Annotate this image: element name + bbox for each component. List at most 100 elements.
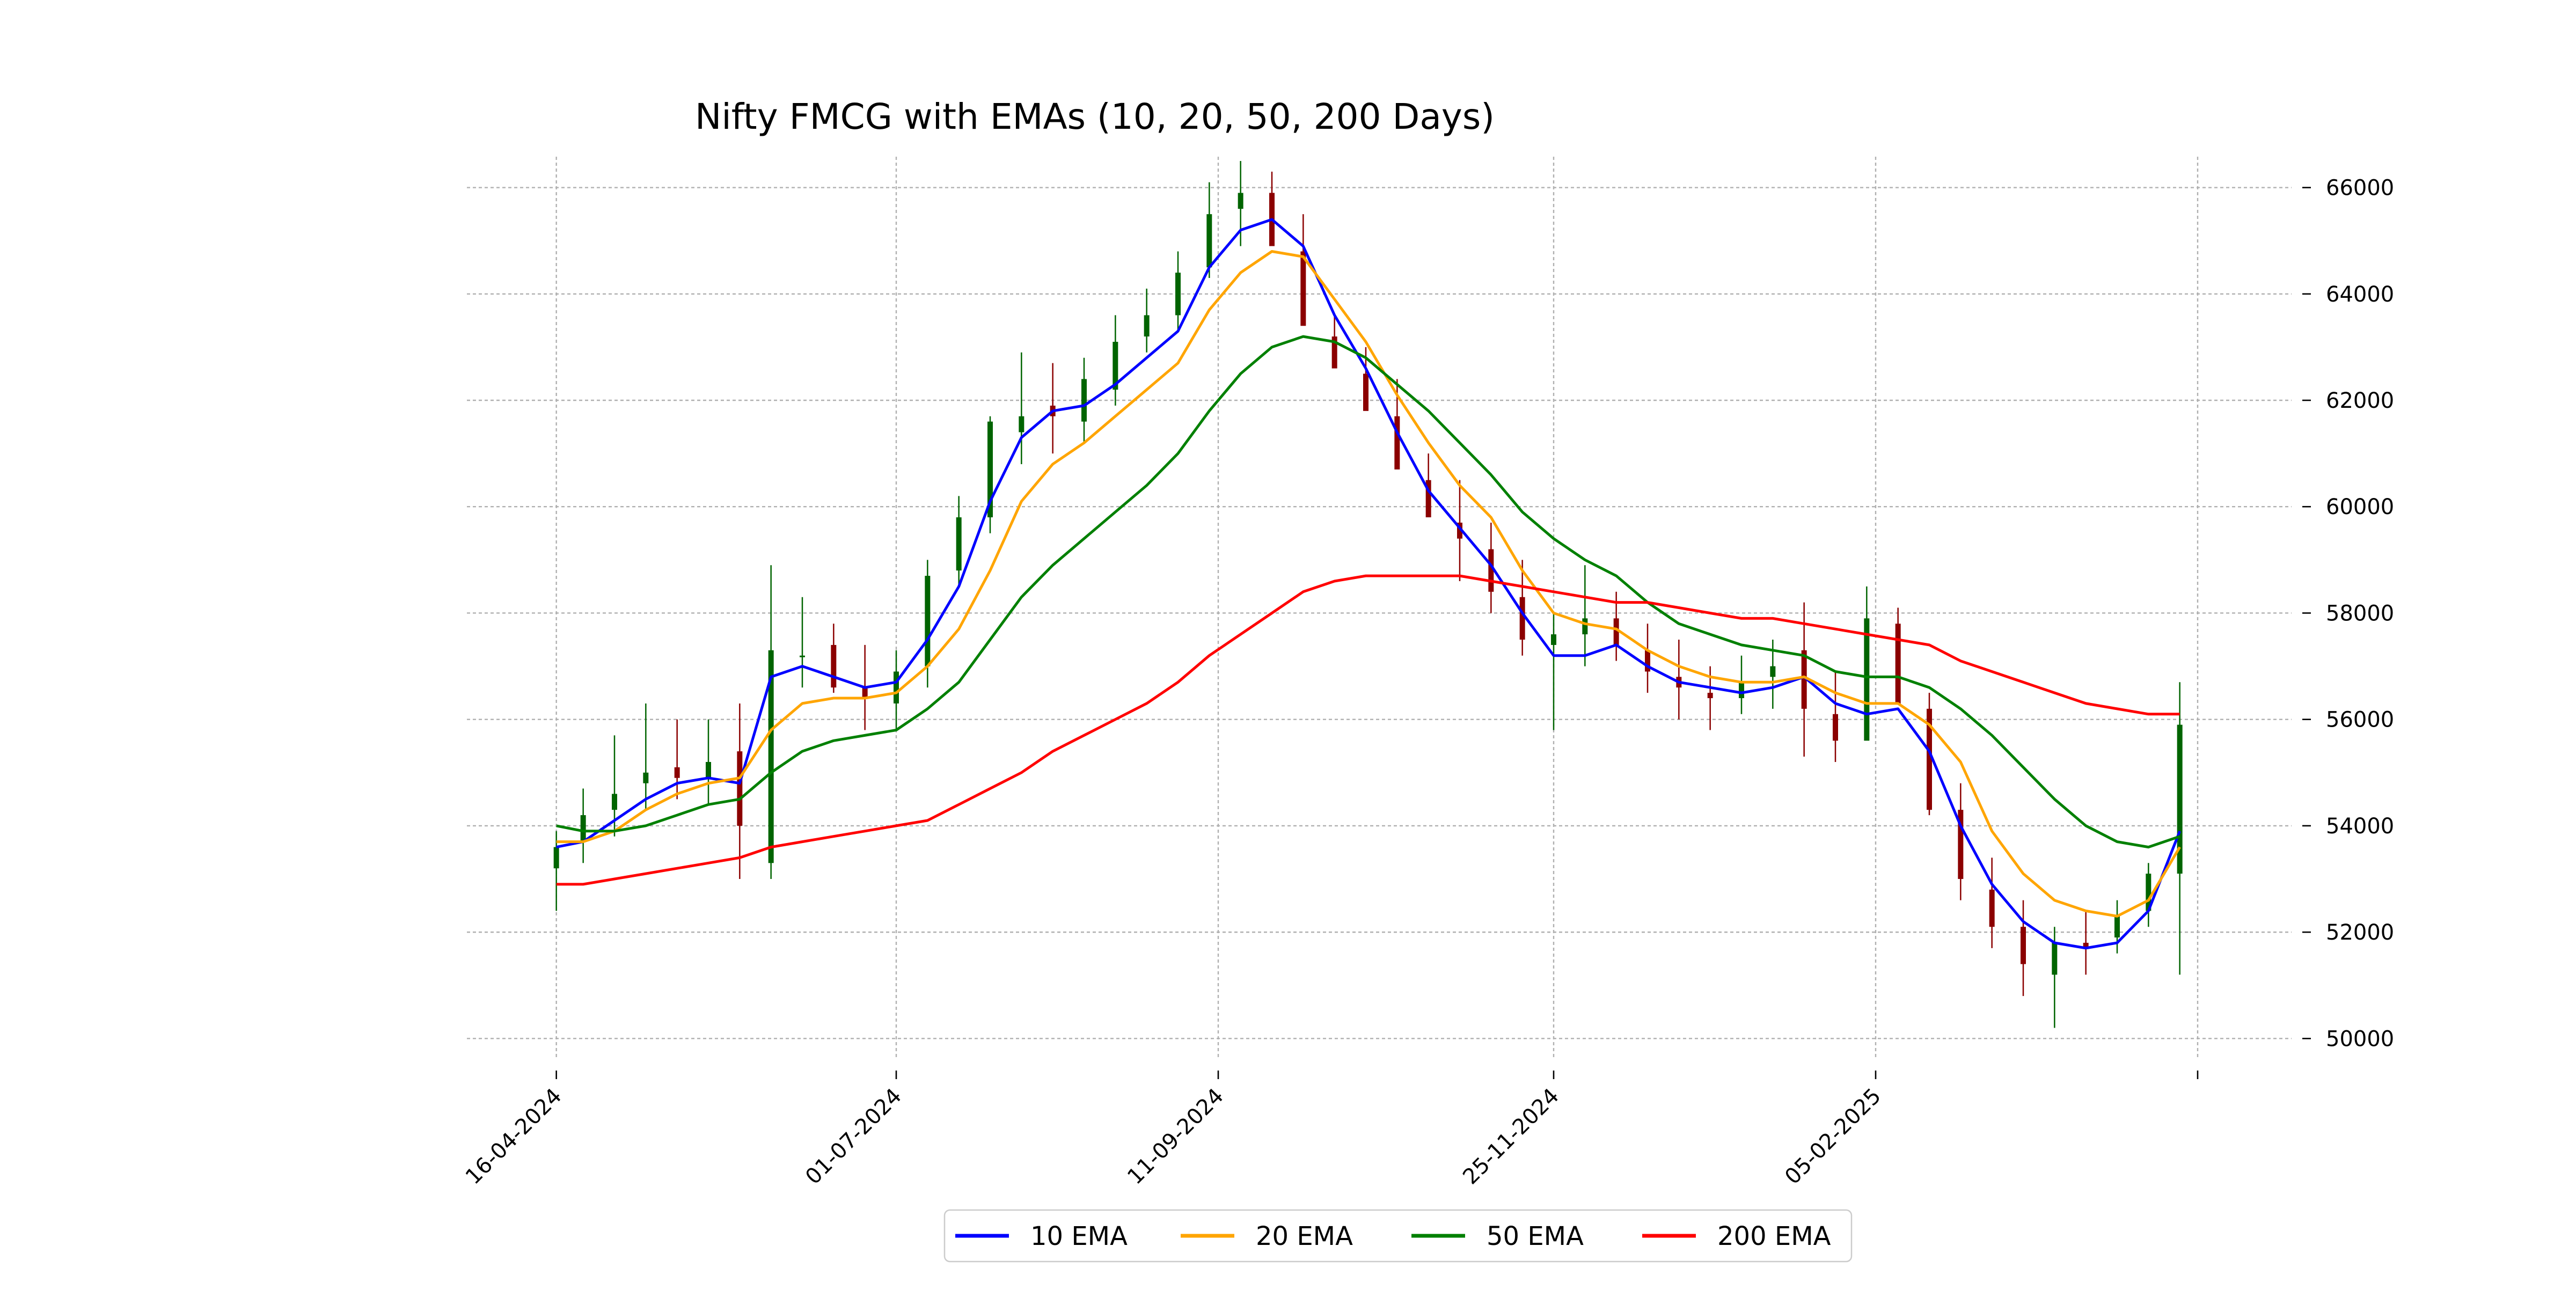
candlestick: [1801, 602, 1807, 757]
candle-body: [2083, 942, 2089, 948]
candle-body: [706, 761, 711, 778]
candle-body: [1300, 251, 1306, 326]
candle-body: [1363, 373, 1368, 411]
candle-body: [1144, 315, 1150, 337]
candle-body: [1551, 634, 1556, 645]
y-tick-label: 58000: [2326, 601, 2394, 626]
candlestick: [1645, 624, 1650, 693]
candle-body: [1425, 480, 1431, 518]
legend-item-20-ema: 20 EMA: [1181, 1221, 1353, 1251]
candlestick: [2021, 900, 2026, 996]
candle-body: [553, 847, 559, 869]
legend: 10 EMA 20 EMA 50 EMA 200 EMA: [943, 1209, 1853, 1263]
candle-body: [2177, 724, 2183, 874]
candle-body: [1488, 549, 1494, 592]
candlestick: [1113, 315, 1118, 406]
legend-label: 200 EMA: [1717, 1221, 1831, 1251]
x-tick-label: 16-04-2024: [461, 1084, 567, 1190]
candle-body: [1958, 810, 1964, 879]
y-tick-label: 56000: [2326, 708, 2394, 732]
candle-body: [1864, 618, 1870, 741]
candlestick: [1269, 171, 1275, 246]
candlestick: [1300, 214, 1306, 326]
y-tick-label: 64000: [2326, 282, 2394, 307]
candlestick: [1081, 357, 1087, 443]
candle-body: [737, 751, 743, 826]
candlestick: [1833, 671, 1838, 762]
candlestick: [831, 624, 837, 693]
candle-body: [1801, 650, 1807, 709]
candle-body: [1613, 618, 1619, 645]
y-tick-label: 66000: [2326, 176, 2394, 201]
candlestick: [1739, 655, 1744, 714]
candle-body: [1645, 650, 1650, 672]
candle-body: [1457, 522, 1462, 539]
candle-body: [1927, 708, 1932, 810]
candle-body: [1895, 624, 1901, 703]
candle-body: [1206, 214, 1212, 268]
candlestick: [2083, 911, 2089, 975]
candle-body: [862, 687, 868, 699]
candlestick: [768, 565, 774, 879]
candlestick: [987, 416, 993, 533]
candle-body: [1989, 889, 1995, 927]
candle-body: [1833, 714, 1838, 741]
y-tick-label: 50000: [2326, 1027, 2394, 1051]
ema-line-20-ema: [556, 250, 2181, 918]
candle-body: [800, 655, 805, 657]
candlestick: [1457, 480, 1462, 581]
y-tick-label: 60000: [2326, 495, 2394, 519]
candle-body: [768, 650, 774, 863]
candlestick: [1425, 453, 1431, 518]
candlestick: [1895, 607, 1901, 703]
axes: 50000 52000 54000 56000 58000 60000 62000 64000…: [461, 176, 2394, 1190]
candlestick: [706, 719, 711, 805]
candlestick: [1864, 586, 1870, 741]
candle-body: [1582, 618, 1588, 635]
legend-item-10-ema: 10 EMA: [955, 1221, 1128, 1251]
candlestick: [553, 831, 559, 911]
candlestick: [1206, 182, 1212, 278]
candle-body: [643, 772, 649, 783]
candlestick: [800, 597, 805, 688]
candlestick: [1989, 857, 1995, 948]
candle-body: [1394, 416, 1400, 470]
candle-body: [1739, 682, 1744, 699]
candle-body: [2052, 942, 2058, 975]
candlestick: [1019, 352, 1024, 464]
ema-line-200-ema: [556, 574, 2180, 886]
candlestick: [1676, 640, 1682, 720]
candle-body: [1238, 193, 1243, 209]
legend-item-200-ema: 200 EMA: [1642, 1221, 1831, 1251]
candle-body: [1019, 416, 1024, 433]
candle-body: [612, 794, 617, 810]
candlestick: [1175, 251, 1181, 332]
candle-body: [1113, 341, 1118, 390]
candlestick: [580, 788, 586, 863]
candle-body: [894, 671, 899, 703]
legend-item-50-ema: 50 EMA: [1411, 1221, 1584, 1251]
candle-body: [1081, 379, 1087, 422]
candlestick: [1144, 288, 1150, 353]
candlestick: [643, 703, 649, 810]
y-tick-label: 54000: [2326, 814, 2394, 839]
candlestick: [1331, 315, 1337, 369]
candle-body: [674, 767, 680, 778]
ema-lines: [556, 218, 2182, 950]
candlestick: [1551, 613, 1556, 730]
candlestick: [2146, 863, 2151, 927]
ema-line-10-ema: [556, 218, 2182, 950]
x-tick-label: 05-02-2025: [1780, 1084, 1886, 1190]
candlestick: [1050, 363, 1056, 454]
candlesticks: [553, 161, 2183, 1028]
candle-body: [987, 421, 993, 518]
candle-body: [831, 644, 837, 688]
y-tick-label: 52000: [2326, 920, 2394, 945]
candle-body: [2114, 916, 2120, 938]
candlestick: [956, 496, 962, 587]
candle-body: [580, 815, 586, 842]
candlestick: [2114, 900, 2120, 954]
x-tick-label: 11-09-2024: [1123, 1084, 1228, 1190]
